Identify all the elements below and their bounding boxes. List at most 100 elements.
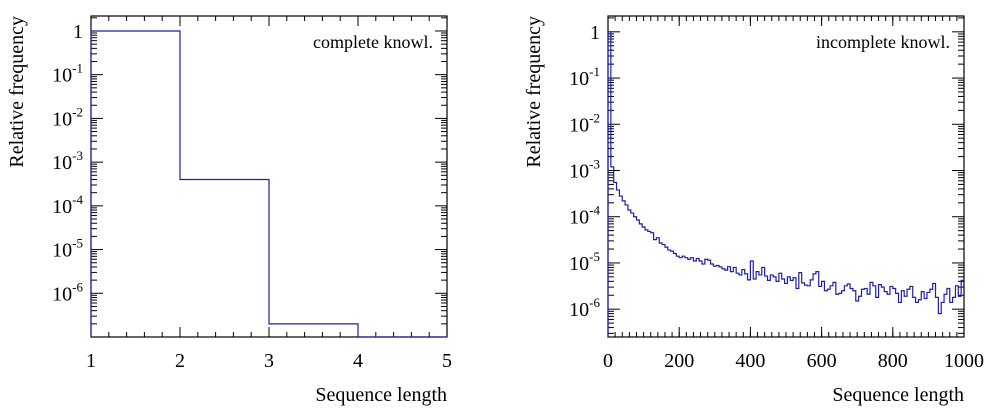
histogram-bin [756,272,759,337]
y-tick-base: 10 [569,299,589,321]
histogram-bin [762,267,765,337]
histogram-bin [799,273,802,337]
histogram-bin [679,258,682,337]
y-tick-base: 10 [569,160,589,182]
histogram-bin [739,275,742,337]
histogram-bin [651,233,654,337]
x-tick-label: 1 [86,350,96,372]
y-tick-base: 10 [52,152,72,174]
y-tick-base: 10 [569,207,589,229]
histogram-bin [805,285,808,337]
y-axis-label: Relative frequency [523,16,545,168]
y-tick-exponent: -4 [72,192,83,207]
histogram-bin [636,220,639,337]
histogram-bin [918,300,921,337]
y-tick-label: 10-1 [569,64,600,90]
histogram-bin [961,280,964,337]
histogram-bin [813,274,816,337]
histogram-bin [827,289,830,337]
y-tick-base: 10 [569,253,589,275]
histogram-bin [907,289,910,337]
y-tick-base: 10 [569,114,589,136]
histogram-bin [850,289,853,337]
histogram-bin [656,238,659,337]
y-tick-label: 1 [73,21,83,43]
y-tick-exponent: -1 [589,64,600,79]
y-tick-label: 10-2 [52,104,83,130]
histogram-bin [938,314,941,337]
histogram-bin [879,285,882,337]
y-tick-exponent: -4 [589,203,600,218]
histogram-bin [958,296,961,337]
histogram-bin [662,245,665,337]
histogram-bin [634,217,637,337]
histogram-bin [767,280,770,337]
histogram-bin [904,296,907,337]
histogram-bin [691,258,694,337]
histogram-bin [745,274,748,337]
histogram-bin [730,272,733,337]
histogram-bin [180,180,269,337]
histogram-bin [947,289,950,337]
y-tick-label: 10-6 [52,279,83,305]
histogram-bin [648,231,651,337]
histogram-bin [816,272,819,337]
x-tick-label: 800 [878,350,908,372]
histogram-bin [950,302,953,337]
histogram-bin [876,297,879,337]
histogram-bin [796,289,799,337]
histogram-bin [833,282,836,337]
x-tick-label: 1000 [944,350,984,372]
histogram-series [90,30,447,338]
histogram-bin [802,283,805,337]
histogram-bin [611,167,614,337]
histogram-bin [921,292,924,337]
y-tick-exponent: -2 [589,110,600,125]
y-tick-base: 10 [52,65,72,87]
histogram-bin [861,289,864,337]
histogram-bin [881,287,884,337]
y-tick-label: 10-2 [569,110,600,136]
histogram-bin [713,266,716,337]
y-tick-base: 10 [52,283,72,305]
histogram-bin [924,299,927,337]
histogram-bin [824,291,827,337]
histogram-bin [711,264,714,337]
panel-annotation: complete knowl. [313,32,433,52]
histogram-bin [699,261,702,337]
histogram-bin [770,275,773,337]
histogram-bin [642,227,645,337]
histogram-bin [685,258,688,337]
y-tick-base: 10 [52,108,72,130]
y-tick-label: 10-3 [569,156,600,182]
histogram-bin [873,286,876,337]
y-tick-exponent: -1 [72,61,83,76]
histogram-bin [625,205,628,337]
y-tick-base: 10 [52,240,72,262]
histogram-bin [753,279,756,337]
histogram-bin [822,281,825,337]
histogram-bin [819,286,822,337]
x-axis-label: Sequence length [832,384,964,406]
histogram-bin [654,240,657,337]
histogram-bin [676,256,679,337]
histogram-bin [722,269,725,337]
histogram-bin [619,196,622,337]
histogram-bin [836,294,839,337]
histogram-bin [659,243,662,337]
histogram-bin [705,259,708,337]
histogram-bin [785,283,788,337]
histogram-bin [782,279,785,337]
histogram-bin [867,294,870,337]
y-tick-exponent: -3 [72,148,83,163]
y-tick-label: 10-4 [52,192,83,218]
y-tick-exponent: -6 [589,295,600,310]
histogram-bin [674,254,677,337]
histogram-bin [842,291,845,337]
histogram-bin [622,201,625,337]
histogram-bin [750,261,753,337]
histogram-bin [853,291,856,337]
histogram-bin [944,294,947,337]
histogram-bin [839,293,842,337]
